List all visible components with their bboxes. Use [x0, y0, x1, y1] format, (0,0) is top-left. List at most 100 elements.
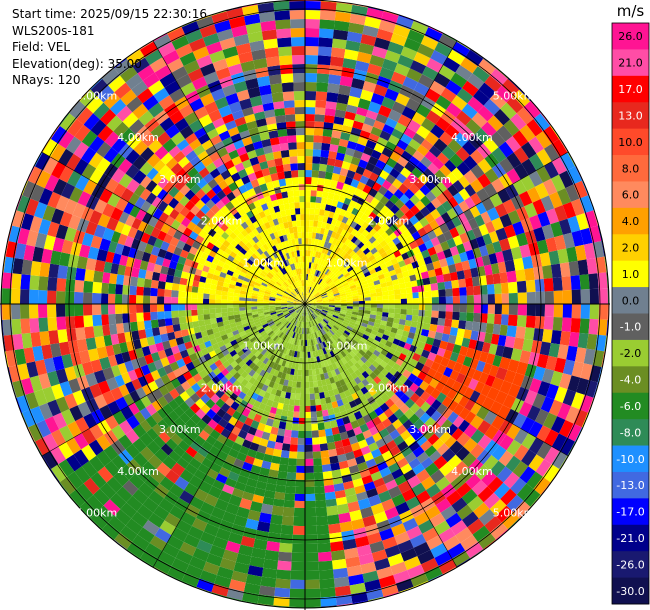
range-gate	[395, 501, 410, 516]
range-gate	[333, 333, 339, 340]
range-gate	[326, 358, 332, 366]
range-gate	[321, 310, 328, 314]
range-gate	[409, 215, 420, 226]
range-gate	[576, 377, 589, 395]
range-gate	[194, 488, 209, 502]
range-gate	[173, 445, 186, 458]
range-gate	[410, 280, 418, 288]
range-gate	[348, 213, 356, 221]
range-gate	[136, 504, 154, 521]
range-gate	[351, 339, 359, 346]
range-gate	[447, 49, 466, 65]
range-gate	[433, 226, 444, 237]
range-gate	[261, 567, 278, 579]
range-gate	[299, 411, 305, 418]
range-gate	[439, 340, 448, 350]
range-gate	[543, 316, 554, 331]
range-gate	[532, 393, 546, 409]
range-gate	[228, 532, 243, 545]
range-gate	[498, 173, 513, 189]
range-gate	[362, 316, 370, 322]
range-gate	[308, 308, 313, 314]
range-gate	[382, 344, 391, 352]
range-gate	[289, 317, 295, 324]
range-gate	[158, 385, 170, 397]
range-gate	[254, 387, 262, 395]
range-gate	[459, 304, 467, 313]
range-gate	[157, 396, 169, 408]
range-gate	[258, 389, 266, 398]
range-gate	[217, 450, 229, 461]
range-gate	[335, 102, 348, 112]
range-gate	[274, 336, 281, 343]
range-gate	[361, 123, 374, 134]
range-gate	[215, 289, 223, 296]
range-gate	[261, 332, 268, 338]
range-gate	[341, 384, 349, 392]
range-gate	[393, 284, 400, 290]
range-gate	[369, 289, 377, 294]
range-gate	[298, 321, 302, 328]
range-gate	[421, 476, 436, 491]
range-gate	[373, 322, 381, 329]
range-gate	[486, 207, 500, 222]
range-gate	[397, 54, 414, 69]
range-gate	[400, 429, 412, 441]
range-gate	[281, 385, 288, 393]
range-gate	[19, 304, 30, 319]
range-gate	[241, 461, 253, 472]
range-gate	[498, 450, 514, 467]
range-gate	[74, 291, 84, 304]
range-gate	[187, 525, 204, 540]
range-gate	[162, 543, 180, 558]
range-gate	[332, 567, 349, 579]
range-gate	[132, 438, 147, 453]
range-gate	[417, 549, 435, 565]
range-gate	[377, 372, 386, 381]
range-gate	[271, 401, 279, 409]
range-gate	[328, 306, 335, 309]
range-gate	[281, 340, 286, 347]
range-gate	[516, 206, 530, 222]
range-gate	[330, 231, 337, 239]
range-gate	[259, 369, 266, 377]
range-gate	[340, 277, 347, 283]
range-gate	[313, 257, 318, 264]
range-gate	[362, 168, 373, 179]
range-gate	[349, 259, 357, 267]
range-gate	[357, 498, 371, 510]
range-gate	[395, 15, 414, 30]
range-gate	[352, 309, 359, 313]
range-gate	[512, 89, 531, 108]
range-gate	[498, 141, 514, 158]
range-gate	[261, 397, 269, 405]
range-gate	[214, 498, 229, 512]
range-gate	[332, 325, 339, 331]
range-gate	[141, 460, 157, 476]
range-gate	[483, 183, 498, 198]
range-gate	[540, 396, 555, 413]
range-gate	[313, 291, 319, 297]
range-gate	[189, 457, 202, 470]
range-gate	[305, 588, 321, 598]
range-gate	[321, 282, 328, 288]
range-gate	[332, 406, 341, 415]
range-gate	[528, 136, 545, 154]
range-gate	[345, 147, 356, 157]
range-gate	[359, 277, 367, 283]
range-gate	[343, 376, 350, 385]
range-gate	[472, 226, 483, 239]
range-gate	[185, 386, 196, 398]
range-gate	[324, 428, 333, 437]
range-gate	[228, 579, 246, 592]
range-gate	[391, 128, 404, 140]
range-gate	[329, 272, 335, 279]
range-gate	[397, 277, 405, 285]
range-gate	[406, 172, 419, 184]
range-gate	[353, 527, 368, 539]
range-gate	[324, 484, 335, 493]
range-gate	[506, 494, 524, 512]
range-gate	[571, 198, 585, 216]
range-gate	[360, 89, 374, 102]
range-gate	[474, 464, 491, 481]
